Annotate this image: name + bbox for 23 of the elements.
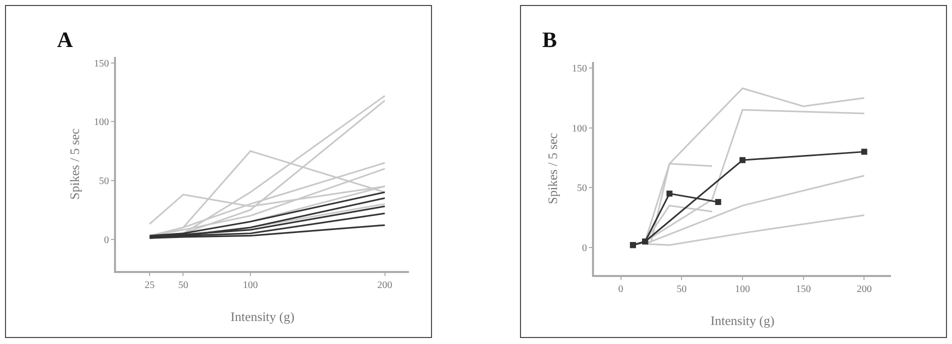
chart-title: A [57, 26, 73, 52]
x-tick-label: 200 [377, 280, 392, 291]
y-tick-label: 100 [572, 123, 587, 134]
x-tick-label: 0 [618, 284, 624, 295]
y-axis-title: Spikes / 5 sec [545, 132, 560, 204]
y-tick-label: 0 [582, 242, 587, 254]
x-tick-label: 200 [856, 284, 872, 295]
chart-title: B [542, 26, 558, 52]
x-tick-label: 50 [178, 280, 188, 291]
x-tick-label: 100 [735, 284, 750, 295]
y-tick-label: 150 [572, 63, 587, 74]
x-tick-label: 100 [242, 280, 258, 291]
y-tick-label: 0 [104, 234, 109, 246]
x-axis-title: Intensity (g) [230, 309, 294, 324]
y-tick-label: 50 [99, 176, 109, 187]
y-tick-label: 150 [94, 58, 109, 70]
y-tick-label: 100 [94, 117, 109, 128]
x-tick-label: 50 [676, 284, 687, 295]
x-axis-title: Intensity (g) [710, 313, 774, 328]
x-tick-label: 150 [796, 284, 811, 295]
y-axis-title: Spikes / 5 sec [67, 128, 82, 200]
y-tick-label: 50 [577, 183, 587, 194]
x-tick-label: 25 [144, 280, 155, 291]
